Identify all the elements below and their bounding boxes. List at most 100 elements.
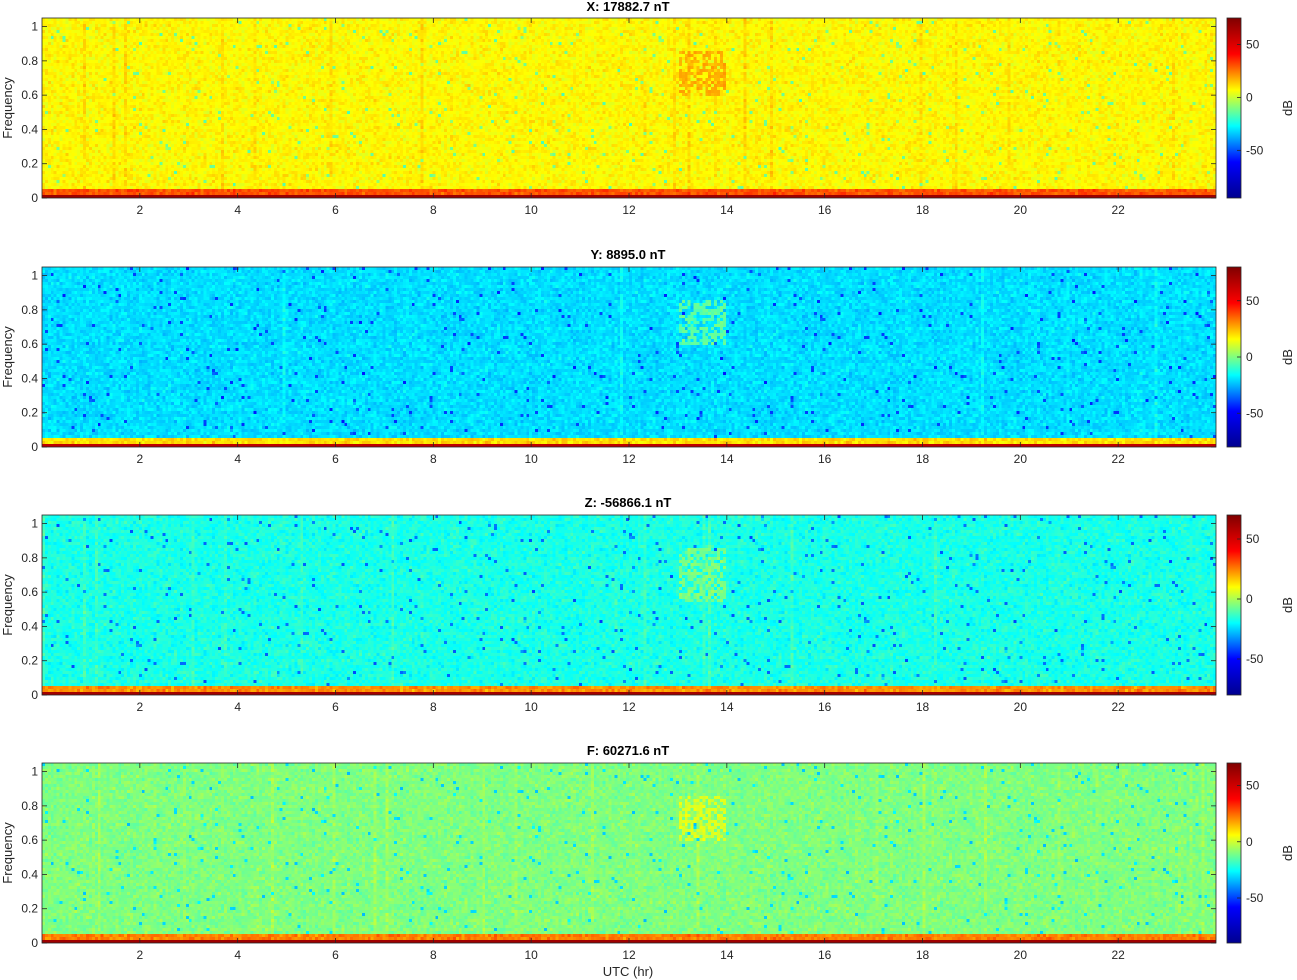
y-tick-label: 0.4 bbox=[21, 371, 38, 385]
x-tick-label: 20 bbox=[1014, 700, 1028, 714]
colorbar-tick-label: 0 bbox=[1246, 90, 1253, 104]
x-tick-label: 2 bbox=[136, 203, 143, 217]
y-axis-label: Frequency bbox=[0, 574, 15, 636]
x-axis-label: UTC (hr) bbox=[603, 964, 654, 979]
y-tick-label: 0.2 bbox=[21, 902, 38, 916]
colorbar-tick-label: 0 bbox=[1246, 592, 1253, 606]
panel-z: Z: -56866.1 nT Frequency dB 2 4 6 8 10 12 14 16… bbox=[0, 495, 1295, 714]
x-tick-label: 20 bbox=[1014, 452, 1028, 466]
x-tick-label: 4 bbox=[234, 203, 241, 217]
y-tick-label: 0 bbox=[31, 936, 38, 950]
y-axis-label: Frequency bbox=[0, 822, 15, 884]
x-tick-label: 12 bbox=[622, 203, 636, 217]
y-tick-label: 0.2 bbox=[21, 406, 38, 420]
x-tick-label: 10 bbox=[524, 700, 538, 714]
x-tick-label: 8 bbox=[430, 452, 437, 466]
x-tick-label: 12 bbox=[622, 700, 636, 714]
x-tick-label: 10 bbox=[524, 452, 538, 466]
x-tick-label: 10 bbox=[524, 203, 538, 217]
x-tick-label: 16 bbox=[818, 700, 832, 714]
colorbar-label: dB bbox=[1280, 845, 1295, 861]
panel-title: X: 17882.7 nT bbox=[586, 0, 669, 14]
colorbar bbox=[1226, 514, 1242, 696]
x-tick-label: 4 bbox=[234, 700, 241, 714]
colorbar-tick-label: 50 bbox=[1246, 779, 1260, 793]
y-tick-label: 0.6 bbox=[21, 833, 38, 847]
spectrogram-image bbox=[42, 267, 1216, 447]
x-tick-label: 22 bbox=[1111, 452, 1125, 466]
colorbar-tick-label: 50 bbox=[1246, 294, 1260, 308]
colorbar-label: dB bbox=[1280, 100, 1295, 116]
y-tick-label: 0 bbox=[31, 688, 38, 702]
y-tick-label: 0 bbox=[31, 191, 38, 205]
y-tick-label: 0.2 bbox=[21, 654, 38, 668]
x-tick-label: 6 bbox=[332, 452, 339, 466]
x-tick-label: 4 bbox=[234, 948, 241, 962]
colorbar bbox=[1226, 17, 1242, 199]
y-tick-label: 0 bbox=[31, 440, 38, 454]
y-tick-label: 1 bbox=[31, 517, 38, 531]
y-tick-label: 0.6 bbox=[21, 585, 38, 599]
colorbar-tick-label: 50 bbox=[1246, 37, 1260, 51]
colorbar bbox=[1226, 762, 1242, 944]
panel-f: F: 60271.6 nT Frequency dB 2 4 6 8 10 12 14 16 1… bbox=[0, 743, 1295, 962]
x-tick-label: 16 bbox=[818, 948, 832, 962]
x-tick-label: 2 bbox=[136, 700, 143, 714]
x-tick-label: 8 bbox=[430, 700, 437, 714]
x-tick-label: 18 bbox=[916, 700, 930, 714]
x-tick-label: 20 bbox=[1014, 203, 1028, 217]
spectrogram-image bbox=[42, 763, 1216, 943]
y-tick-label: 0.4 bbox=[21, 867, 38, 881]
colorbar-label: dB bbox=[1280, 349, 1295, 365]
y-axis-label: Frequency bbox=[0, 77, 15, 139]
x-tick-label: 4 bbox=[234, 452, 241, 466]
x-tick-label: 22 bbox=[1111, 700, 1125, 714]
x-tick-label: 18 bbox=[916, 948, 930, 962]
x-tick-label: 14 bbox=[720, 700, 734, 714]
x-tick-label: 16 bbox=[818, 203, 832, 217]
x-tick-label: 8 bbox=[430, 203, 437, 217]
y-tick-label: 1 bbox=[31, 765, 38, 779]
colorbar-tick-label: -50 bbox=[1246, 891, 1264, 905]
y-axis-label: Frequency bbox=[0, 326, 15, 388]
panel-title: Z: -56866.1 nT bbox=[585, 495, 672, 510]
colorbar-tick-label: -50 bbox=[1246, 143, 1264, 157]
y-tick-label: 1 bbox=[31, 269, 38, 283]
panel-y: Y: 8895.0 nT Frequency dB 2 4 6 8 10 12 14 16 18… bbox=[0, 247, 1295, 466]
y-tick-label: 0.4 bbox=[21, 619, 38, 633]
x-tick-label: 10 bbox=[524, 948, 538, 962]
y-tick-label: 1 bbox=[31, 20, 38, 34]
x-tick-label: 18 bbox=[916, 452, 930, 466]
colorbar-tick-label: -50 bbox=[1246, 406, 1264, 420]
x-tick-label: 14 bbox=[720, 452, 734, 466]
panel-title: Y: 8895.0 nT bbox=[591, 247, 666, 262]
x-tick-label: 22 bbox=[1111, 948, 1125, 962]
x-tick-label: 14 bbox=[720, 203, 734, 217]
colorbar-label: dB bbox=[1280, 597, 1295, 613]
y-tick-label: 0.8 bbox=[21, 54, 38, 68]
y-tick-label: 0.8 bbox=[21, 551, 38, 565]
y-tick-label: 0.2 bbox=[21, 157, 38, 171]
x-tick-label: 2 bbox=[136, 948, 143, 962]
x-tick-label: 22 bbox=[1111, 203, 1125, 217]
x-tick-label: 2 bbox=[136, 452, 143, 466]
x-tick-label: 14 bbox=[720, 948, 734, 962]
x-tick-label: 16 bbox=[818, 452, 832, 466]
x-tick-label: 18 bbox=[916, 203, 930, 217]
x-tick-label: 12 bbox=[622, 948, 636, 962]
panel-x: X: 17882.7 nT Frequency dB 2 4 6 8 10 12 14 16 1… bbox=[0, 0, 1295, 217]
x-tick-label: 6 bbox=[332, 700, 339, 714]
x-tick-label: 6 bbox=[332, 948, 339, 962]
colorbar-tick-label: 50 bbox=[1246, 532, 1260, 546]
colorbar-tick-label: -50 bbox=[1246, 652, 1264, 666]
x-tick-label: 6 bbox=[332, 203, 339, 217]
spectrogram-image bbox=[42, 18, 1216, 198]
y-tick-label: 0.8 bbox=[21, 799, 38, 813]
y-tick-label: 0.6 bbox=[21, 337, 38, 351]
panel-title: F: 60271.6 nT bbox=[587, 743, 669, 758]
x-tick-label: 8 bbox=[430, 948, 437, 962]
y-tick-label: 0.6 bbox=[21, 88, 38, 102]
y-tick-label: 0.4 bbox=[21, 122, 38, 136]
x-tick-label: 12 bbox=[622, 452, 636, 466]
x-tick-label: 20 bbox=[1014, 948, 1028, 962]
